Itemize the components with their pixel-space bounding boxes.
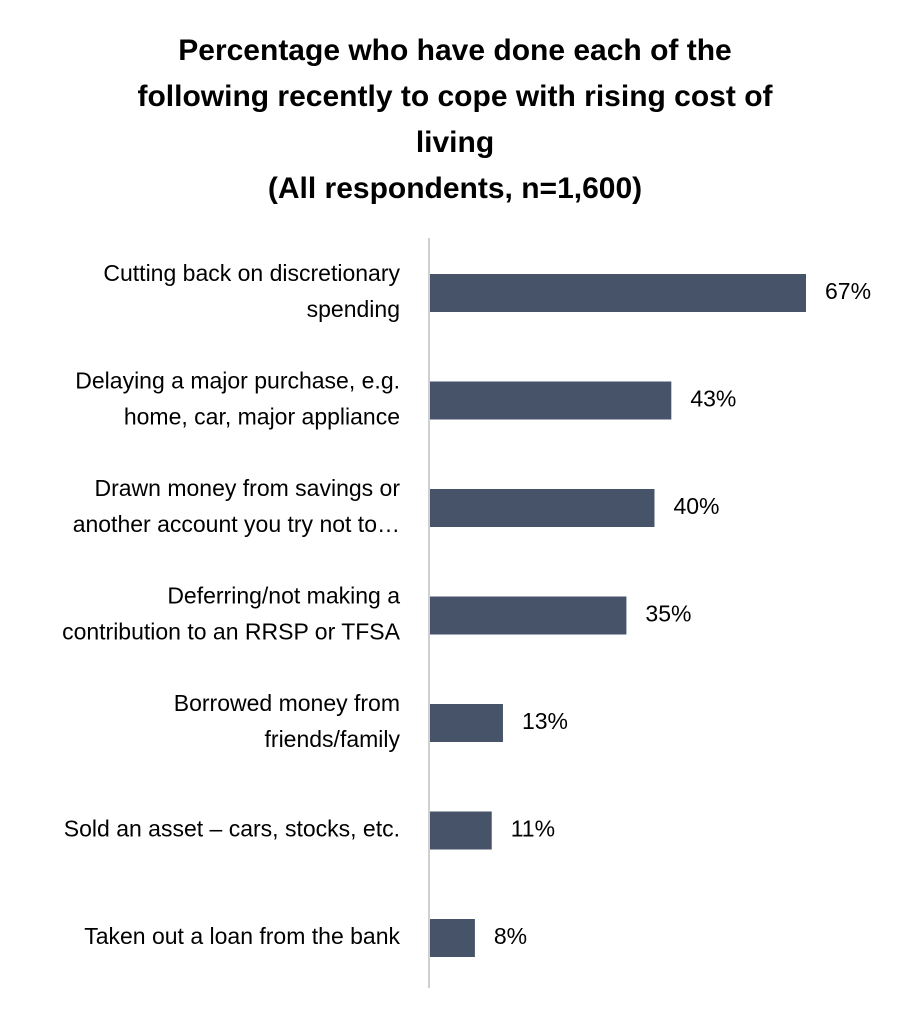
chart-title-line-3: living <box>415 126 495 159</box>
bar-4 <box>430 596 627 635</box>
category-label-6-line-1: Sold an asset – cars, stocks, etc. <box>64 816 400 842</box>
bar-7 <box>430 919 475 957</box>
data-label-2: 43% <box>690 386 736 412</box>
data-label-4: 35% <box>645 601 691 627</box>
data-label-1: 67% <box>825 278 871 304</box>
category-label-5-line-2: friends/family <box>265 726 401 752</box>
bar-5 <box>430 704 503 742</box>
chart-title-line-4: (All respondents, n=1,600) <box>267 172 643 205</box>
bar-2 <box>430 381 672 420</box>
data-label-5: 13% <box>522 708 568 734</box>
category-label-2-line-1: Delaying a major purchase, e.g. <box>75 368 400 394</box>
category-label-4-line-2: contribution to an RRSP or TFSA <box>62 619 401 645</box>
category-label-1-line-2: spending <box>307 296 400 322</box>
category-label-2-line-2: home, car, major appliance <box>124 404 400 430</box>
bar-3 <box>430 489 655 527</box>
category-label-5-line-1: Borrowed money from <box>174 690 400 716</box>
data-label-3: 40% <box>673 493 719 519</box>
category-label-1-line-1: Cutting back on discretionary <box>103 260 400 286</box>
chart-title-line-1: Percentage who have done each of the <box>178 34 732 67</box>
bar-1 <box>430 274 806 312</box>
category-label-3-line-2: another account you try not to… <box>73 511 400 537</box>
chart-title: Percentage who have done each of the fol… <box>60 28 850 212</box>
data-label-7: 8% <box>494 923 527 949</box>
data-label-6: 11% <box>511 816 555 842</box>
chart-title-line-2: following recently to cope with rising c… <box>137 80 773 113</box>
category-label-4-line-1: Deferring/not making a <box>167 583 400 609</box>
category-label-3-line-1: Drawn money from savings or <box>95 475 401 501</box>
bar-6 <box>430 811 492 850</box>
category-label-7-line-1: Taken out a loan from the bank <box>84 923 400 949</box>
